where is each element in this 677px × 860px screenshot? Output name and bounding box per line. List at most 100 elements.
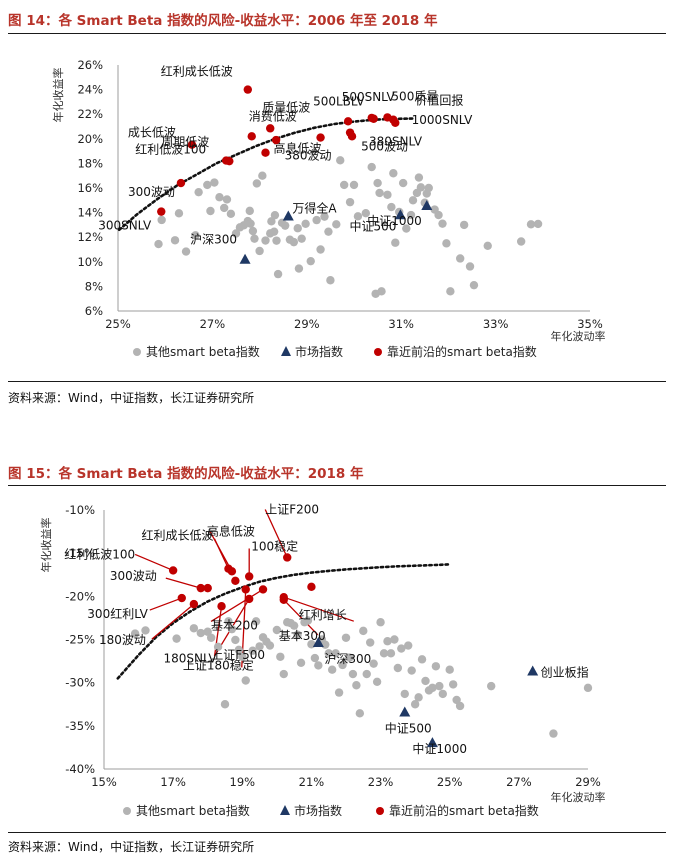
other-smart-beta-point (269, 227, 279, 236)
legend-label: 靠近前沿的smart beta指数 (389, 803, 539, 818)
other-smart-beta-point (272, 625, 282, 635)
other-smart-beta-point (172, 634, 181, 643)
other-smart-beta-point (241, 676, 250, 685)
other-smart-beta-point (386, 649, 396, 658)
frontier-index-label: 红利成长低波 (161, 64, 233, 79)
other-smart-beta-point (224, 617, 233, 626)
frontier-index-label: 500质量 (391, 89, 438, 103)
legend-label: 其他smart beta指数 (146, 344, 260, 359)
other-smart-beta-point (391, 238, 400, 247)
other-smart-beta-point (448, 680, 458, 689)
y-axis-title: 年化收益率 (39, 518, 53, 573)
efficient-frontier-curve (117, 117, 415, 232)
other-smart-beta-point (431, 662, 441, 671)
other-smart-beta-point (438, 219, 447, 228)
frontier-index-label: 500SNLV (342, 90, 396, 104)
other-smart-beta-point (294, 264, 304, 273)
y-tick-label: 20% (77, 132, 103, 146)
figure-15-bottom-rule (8, 832, 666, 833)
other-smart-beta-point (226, 209, 236, 219)
x-tick-label: 17% (160, 775, 186, 789)
frontier-smart-beta-point (316, 133, 325, 142)
market-index-label: 中证1000 (367, 213, 422, 228)
other-smart-beta-point (373, 178, 382, 188)
other-smart-beta-point (279, 669, 288, 679)
other-smart-beta-point (416, 183, 426, 192)
frontier-index-label: 高息低波 (207, 523, 255, 538)
other-smart-beta-point (293, 630, 302, 639)
other-smart-beta-point (465, 262, 475, 271)
other-smart-beta-point (414, 173, 424, 182)
other-smart-beta-point (261, 236, 270, 245)
other-smart-beta-point (246, 219, 255, 228)
other-smart-beta-point (483, 241, 492, 251)
x-tick-label: 15% (91, 775, 117, 789)
x-tick-label: 31% (388, 317, 414, 331)
frontier-index-label: 红利低波100 (64, 546, 135, 561)
frontier-smart-beta-point (261, 148, 270, 157)
frontier-smart-beta-point (258, 585, 268, 594)
frontier-smart-beta-point (168, 566, 178, 575)
y-tick-label: 8% (85, 279, 103, 293)
other-smart-beta-point (293, 224, 302, 233)
other-smart-beta-point (276, 652, 285, 661)
other-smart-beta-point (252, 179, 262, 188)
frontier-index-label: 高息低波 (274, 141, 322, 156)
other-smart-beta-point (362, 669, 371, 679)
x-tick-label: 23% (368, 775, 394, 789)
x-tick-label: 25% (437, 775, 463, 789)
market-index-label: 沪深300 (190, 233, 237, 247)
legend-market-marker (281, 346, 291, 356)
other-smart-beta-point (314, 661, 323, 670)
y-tick-label: -40% (65, 762, 95, 776)
other-smart-beta-point (414, 693, 423, 702)
frontier-smart-beta-point (347, 132, 357, 141)
other-smart-beta-point (526, 220, 536, 229)
market-index-point (527, 665, 539, 676)
frontier-index-label: 180SNLV (163, 651, 217, 665)
other-smart-beta-point (487, 681, 496, 691)
other-smart-beta-point (181, 247, 191, 256)
other-smart-beta-point (231, 229, 241, 238)
other-smart-beta-point (174, 209, 184, 218)
other-smart-beta-point (289, 237, 299, 247)
market-index-point (426, 737, 438, 748)
figure-15-source: 资料来源：Wind，中证指数，长江证券研究所 (8, 840, 255, 854)
label-leader-line (151, 603, 195, 640)
frontier-smart-beta-point (241, 585, 250, 594)
other-smart-beta-point (408, 196, 418, 205)
other-smart-beta-point (220, 700, 230, 709)
frontier-index-label: 消费低波 (249, 109, 297, 123)
frontier-index-label: 500波动 (361, 140, 408, 154)
other-smart-beta-point (389, 169, 398, 178)
other-smart-beta-point (250, 234, 259, 243)
market-index-label: 万得全A (292, 201, 337, 216)
frontier-smart-beta-point (187, 140, 197, 149)
other-smart-beta-point (320, 212, 329, 221)
frontier-smart-beta-point (271, 135, 281, 145)
frontier-index-label: 380波动 (285, 149, 332, 163)
market-index-point (239, 253, 251, 264)
y-tick-label: -25% (65, 633, 95, 647)
other-smart-beta-point (272, 236, 281, 245)
legend-label: 市场指数 (295, 344, 343, 359)
frontier-index-label: 质量低波 (262, 100, 310, 114)
figure-14-title: 图 14：各 Smart Beta 指数的风险-收益水平：2006 年至 201… (8, 13, 438, 29)
label-leader-line (134, 553, 174, 572)
frontier-index-label: 周期低波 (161, 135, 209, 149)
other-smart-beta-point (273, 269, 283, 279)
other-smart-beta-point (191, 231, 200, 240)
other-smart-beta-point (352, 681, 361, 690)
other-smart-beta-point (404, 641, 413, 650)
x-tick-label: 25% (105, 317, 131, 331)
other-smart-beta-point (417, 655, 427, 664)
other-smart-beta-point (366, 638, 375, 647)
frontier-index-label: 300SNLV (98, 219, 152, 233)
frontier-smart-beta-point (231, 576, 240, 585)
x-tick-label: 29% (294, 317, 320, 331)
other-smart-beta-point (469, 280, 479, 290)
other-smart-beta-point (383, 637, 392, 646)
other-smart-beta-point (376, 618, 385, 627)
frontier-smart-beta-point (196, 583, 205, 593)
other-smart-beta-point (442, 239, 451, 248)
